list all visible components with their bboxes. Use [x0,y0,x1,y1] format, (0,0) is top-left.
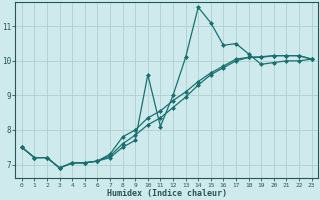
X-axis label: Humidex (Indice chaleur): Humidex (Indice chaleur) [107,189,227,198]
